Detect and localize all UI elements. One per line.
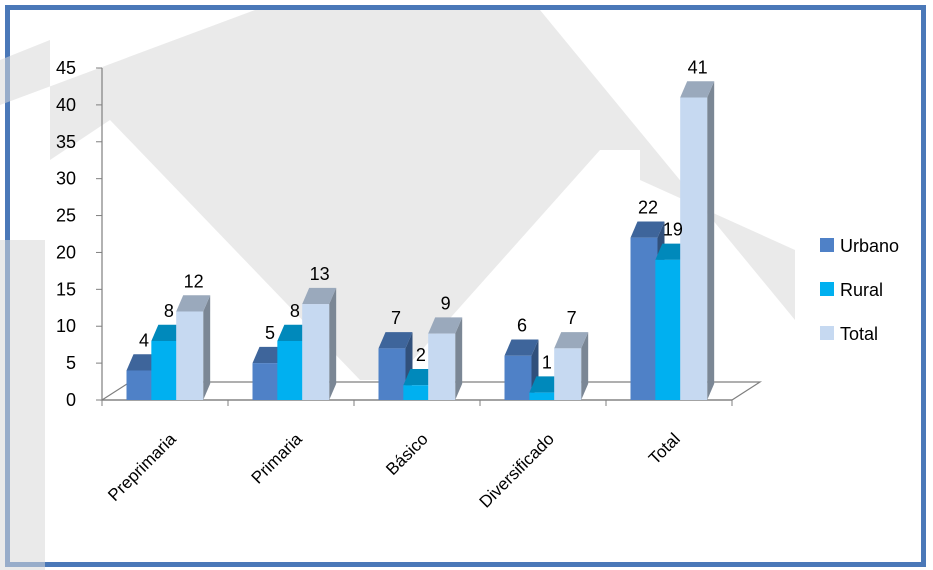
bar-rural-básico [403, 385, 431, 400]
y-tick-label: 0 [66, 390, 76, 410]
bar-total-total [680, 97, 708, 400]
bar-top-total [428, 317, 463, 334]
data-label: 22 [638, 197, 658, 217]
data-label: 19 [663, 220, 683, 240]
y-tick-label: 35 [56, 132, 76, 152]
bar-rural-total [655, 259, 683, 400]
bar-side-total [203, 295, 211, 400]
bar-urbano-preprimaria [126, 370, 154, 400]
legend: Urbano Rural Total [820, 236, 899, 344]
bar-rural-preprimaria [151, 340, 179, 400]
bar-top-total [302, 287, 337, 305]
data-label: 7 [391, 308, 401, 328]
y-tick-label: 15 [56, 279, 76, 299]
x-category-label: Básico [382, 429, 432, 479]
data-label: 9 [441, 293, 451, 313]
y-tick-label: 40 [56, 95, 76, 115]
data-label: 4 [139, 330, 149, 350]
x-category-label: Primaria [248, 429, 307, 488]
bar-total-preprimaria [176, 311, 204, 400]
bar-top-urbano [630, 221, 665, 238]
legend-label-rural: Rural [840, 280, 883, 300]
bar-top-total [554, 332, 589, 349]
legend-swatch-rural [820, 282, 834, 296]
bar-urbano-diversificado [504, 355, 532, 400]
bar-top-total [680, 81, 715, 98]
data-label: 7 [567, 308, 577, 328]
y-tick-label: 10 [56, 316, 76, 336]
bar-urbano-primaria [252, 363, 280, 400]
bars-group [126, 81, 715, 401]
watermark-logo [0, 10, 795, 570]
y-tick-label: 20 [56, 242, 76, 262]
x-category-label: Diversificado [476, 429, 558, 511]
y-tick-label: 5 [66, 353, 76, 373]
bar-total-básico [428, 333, 456, 400]
data-label: 6 [517, 316, 527, 336]
bar-urbano-total [630, 237, 658, 400]
y-tick-label: 45 [56, 58, 76, 78]
bar-top-total [176, 295, 211, 312]
legend-swatch-total [820, 326, 834, 340]
legend-label-urbano: Urbano [840, 236, 899, 256]
bar-total-primaria [302, 304, 330, 400]
bar-side-total [581, 332, 589, 400]
data-label: 13 [310, 264, 330, 284]
bar-rural-diversificado [529, 392, 557, 400]
x-category-label: Total [645, 429, 684, 468]
data-label: 1 [542, 352, 552, 372]
bar-top-urbano [378, 332, 413, 349]
bar-side-total [455, 317, 463, 400]
data-label: 41 [688, 57, 708, 77]
y-tick-label: 25 [56, 206, 76, 226]
x-category-label: Preprimaria [104, 429, 180, 505]
data-label: 8 [290, 301, 300, 321]
data-label: 5 [265, 323, 275, 343]
data-label: 2 [416, 345, 426, 365]
y-tick-label: 30 [56, 169, 76, 189]
legend-swatch-urbano [820, 238, 834, 252]
bar-rural-primaria [277, 340, 305, 400]
data-label: 12 [184, 271, 204, 291]
data-label: 8 [164, 301, 174, 321]
bar-side-total [707, 81, 715, 401]
bar-total-diversificado [554, 348, 582, 400]
bar-top-urbano [504, 339, 539, 356]
bar-urbano-básico [378, 348, 406, 400]
bar-side-total [329, 287, 337, 400]
legend-label-total: Total [840, 324, 878, 344]
